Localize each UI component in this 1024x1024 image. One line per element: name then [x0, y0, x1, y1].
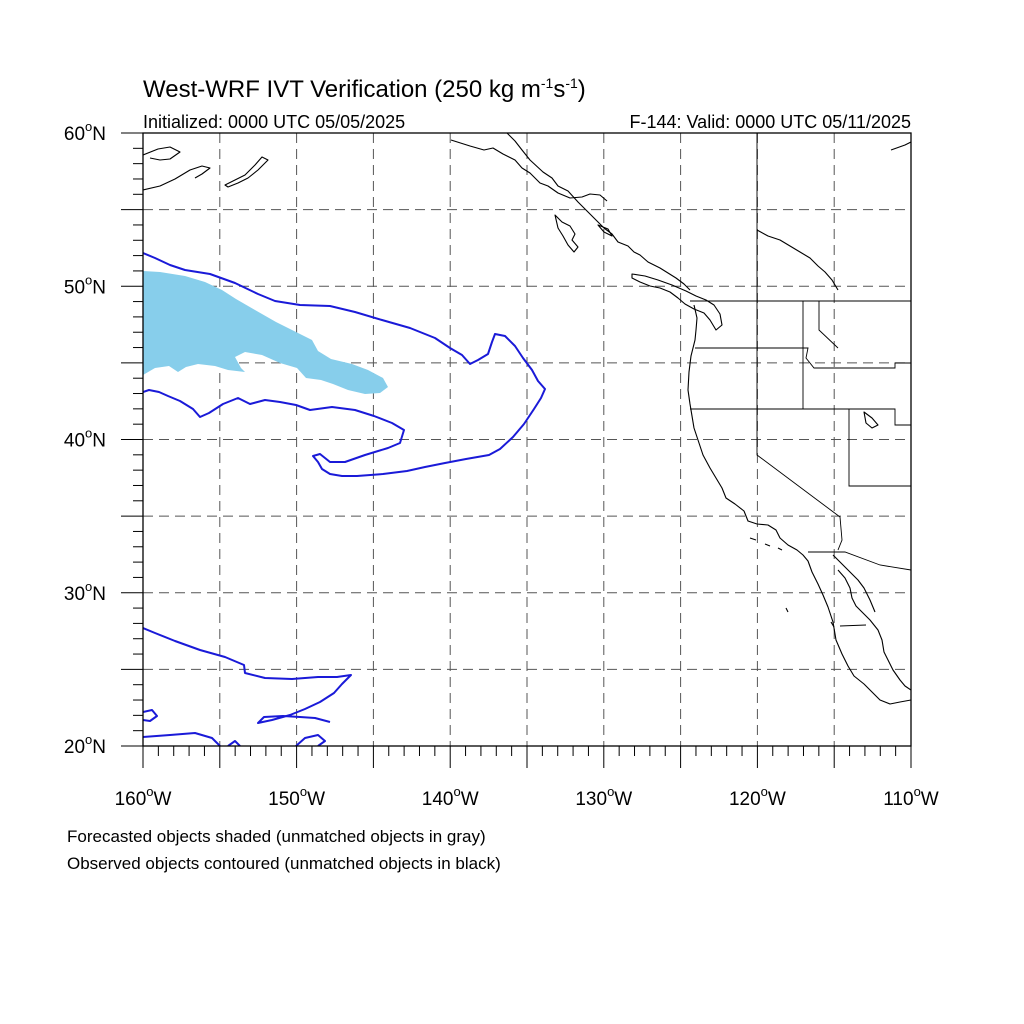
valid-time-label: F-144: Valid: 0000 UTC 05/11/2025: [629, 112, 911, 132]
axis-ticks: [121, 132, 912, 768]
forecast-ivt-object: [143, 271, 388, 394]
longitude-labels: 160oW 150oW 140oW 130oW 120oW 110oW: [115, 784, 939, 810]
map-frame: [142, 132, 912, 747]
lon-tick-label: 120oW: [729, 784, 786, 810]
observed-ivt-contour-main: [143, 252, 546, 477]
footnote-observed: Observed objects contoured (unmatched ob…: [67, 854, 501, 873]
lat-tick-label: 60oN: [64, 119, 106, 145]
figure-title: West-WRF IVT Verification (250 kg m-1s-1…: [143, 75, 586, 103]
lat-tick-label: 50oN: [64, 272, 106, 298]
graticule: [143, 133, 911, 746]
map-plot-area: [121, 132, 912, 768]
political-borders: [690, 133, 911, 627]
lon-tick-label: 150oW: [268, 784, 325, 810]
lon-tick-label: 110oW: [883, 784, 939, 810]
coastlines: [143, 133, 911, 705]
lat-tick-label: 30oN: [64, 579, 106, 605]
lon-tick-label: 140oW: [422, 784, 479, 810]
lat-tick-label: 40oN: [64, 426, 106, 452]
latitude-labels: 60oN 50oN 40oN 30oN 20oN: [64, 119, 106, 758]
observed-ivt-contour-hawaii: [143, 732, 326, 746]
lat-tick-label: 20oN: [64, 732, 106, 758]
initialized-label: Initialized: 0000 UTC 05/05/2025: [143, 112, 405, 132]
observed-ivt-contour-south: [143, 627, 352, 724]
lon-tick-label: 160oW: [115, 784, 172, 810]
lon-tick-label: 130oW: [575, 784, 632, 810]
footnote-forecast: Forecasted objects shaded (unmatched obj…: [67, 827, 486, 846]
observed-ivt-contour-southwest: [143, 709, 158, 722]
